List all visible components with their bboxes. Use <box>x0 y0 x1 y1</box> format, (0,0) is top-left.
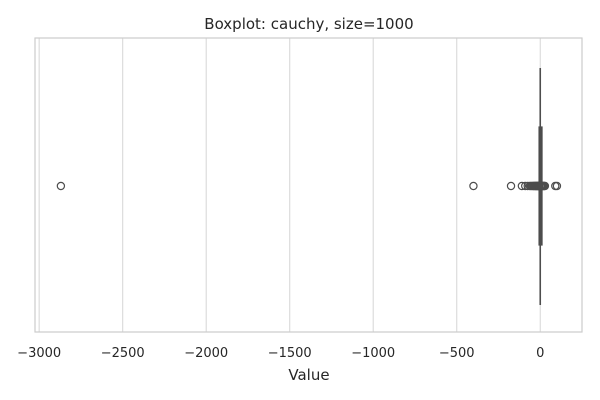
x-tick-label: 0 <box>536 346 544 361</box>
x-axis-label: Value <box>288 366 329 384</box>
x-tick-label: −3000 <box>17 346 61 361</box>
x-tick-label: −1000 <box>351 346 395 361</box>
flier-layer <box>56 181 562 191</box>
flier-point <box>56 181 66 191</box>
flier-point <box>506 181 516 191</box>
grid-lines <box>38 38 541 332</box>
flier-point <box>552 181 562 191</box>
flier-point <box>469 181 478 191</box>
chart-title: Boxplot: cauchy, size=1000 <box>204 15 413 33</box>
x-tick-label: −2000 <box>184 346 228 361</box>
x-tick-label: −500 <box>439 346 475 361</box>
x-tick-label: −2500 <box>101 346 145 361</box>
x-tick-labels: −3000 −2500 −2000 −1500 −1000 −500 0 <box>17 346 544 361</box>
flier-point <box>517 181 527 191</box>
x-tick-label: −1500 <box>268 346 312 361</box>
flier-point <box>540 181 550 191</box>
plot-frame <box>34 37 583 333</box>
